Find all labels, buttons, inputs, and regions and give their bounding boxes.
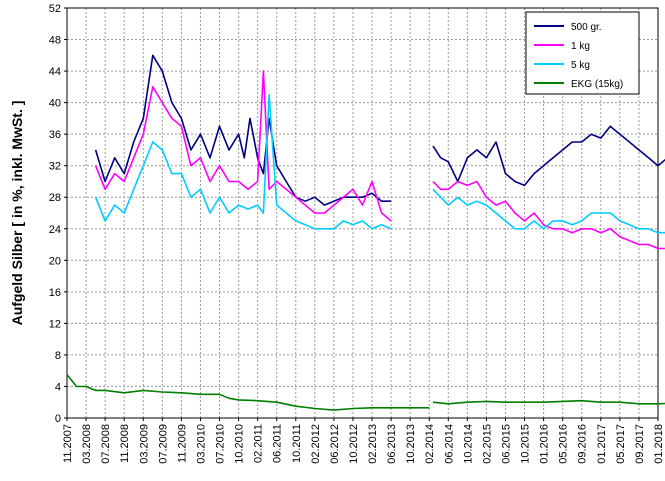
x-tick-label: 02.2013 — [367, 424, 379, 464]
y-tick-label: 44 — [49, 66, 61, 78]
legend-entry: 5 kg — [571, 60, 590, 71]
x-tick-label: 10.2010 — [234, 424, 246, 464]
x-tick-label: 06.2014 — [443, 424, 455, 464]
x-tick-label: 02.2014 — [424, 424, 436, 464]
series-line-5-kg — [94, 93, 392, 230]
legend: 500 gr. 1 kg 5 kg EKG (15kg) — [525, 11, 640, 95]
x-tick-label: 03.2008 — [81, 424, 93, 464]
x-tick-label: 06.2012 — [329, 424, 341, 464]
series-line-500-gr — [94, 54, 392, 206]
series-lines — [66, 54, 665, 411]
x-tick-label: 06.2013 — [386, 424, 398, 464]
x-tick-label: 09.2017 — [634, 424, 646, 464]
series-line-1-kg — [432, 180, 665, 250]
x-tick-label: 01.2016 — [539, 424, 551, 464]
plot-area — [66, 7, 659, 419]
series-line-ekg-15kg — [66, 374, 430, 411]
y-tick-label: 12 — [49, 318, 61, 330]
legend-entry: 1 kg — [571, 41, 590, 52]
grid — [67, 8, 658, 418]
x-tick-label: 09.2016 — [577, 424, 589, 464]
x-tick-label: 06.2011 — [272, 424, 284, 463]
x-tick-label: 05.2016 — [558, 424, 570, 464]
x-tick-label: 07.2009 — [157, 424, 169, 464]
x-axis-ticks: 11.2007 03.2008 07.2008 11.2008 03.2009 07.20… — [62, 418, 665, 464]
x-tick-label: 02.2011 — [253, 424, 265, 463]
series-line-1-kg — [94, 70, 392, 222]
x-tick-label: 11.2009 — [176, 424, 188, 463]
x-tick-label: 05.2017 — [615, 424, 627, 464]
y-tick-label: 20 — [49, 255, 61, 267]
x-tick-label: 10.2011 — [291, 424, 303, 463]
y-tick-label: 4 — [55, 381, 61, 393]
x-tick-label: 01.2017 — [596, 424, 608, 464]
y-tick-label: 0 — [55, 413, 61, 425]
y-tick-label: 48 — [49, 35, 61, 47]
y-tick-label: 28 — [49, 192, 61, 204]
x-tick-label: 03.2010 — [195, 424, 207, 464]
x-tick-label: 10.2013 — [405, 424, 417, 464]
x-tick-label: 10.2015 — [520, 424, 532, 464]
x-tick-label: 10.2012 — [348, 424, 360, 464]
y-tick-label: 40 — [49, 98, 61, 110]
x-tick-label: 11.2008 — [119, 424, 131, 463]
x-tick-label: 02.2012 — [310, 424, 322, 464]
legend-entry: EKG (15kg) — [571, 79, 623, 90]
y-tick-label: 36 — [49, 129, 61, 141]
legend-entry: 500 gr. — [571, 22, 602, 33]
x-tick-label: 03.2009 — [138, 424, 150, 464]
x-tick-label: 02.2015 — [481, 424, 493, 464]
x-tick-label: 07.2008 — [100, 424, 112, 464]
y-tick-label: 16 — [49, 287, 61, 299]
series-line-500-gr — [432, 125, 665, 187]
y-axis-label: Aufgeld Silber [ in %, inkl. MwSt. ] — [9, 101, 25, 326]
x-tick-label: 01.2018 — [653, 424, 665, 464]
y-tick-label: 32 — [49, 161, 61, 173]
x-tick-label: 06.2015 — [500, 424, 512, 464]
series-line-ekg-15kg — [432, 399, 665, 405]
x-tick-label: 11.2007 — [62, 424, 74, 463]
y-tick-label: 8 — [55, 350, 61, 362]
x-tick-label: 07.2010 — [215, 424, 227, 464]
y-tick-label: 52 — [49, 3, 61, 15]
x-tick-label: 10.2014 — [462, 424, 474, 464]
y-tick-label: 24 — [49, 224, 61, 236]
series-line-5-kg — [432, 188, 665, 234]
